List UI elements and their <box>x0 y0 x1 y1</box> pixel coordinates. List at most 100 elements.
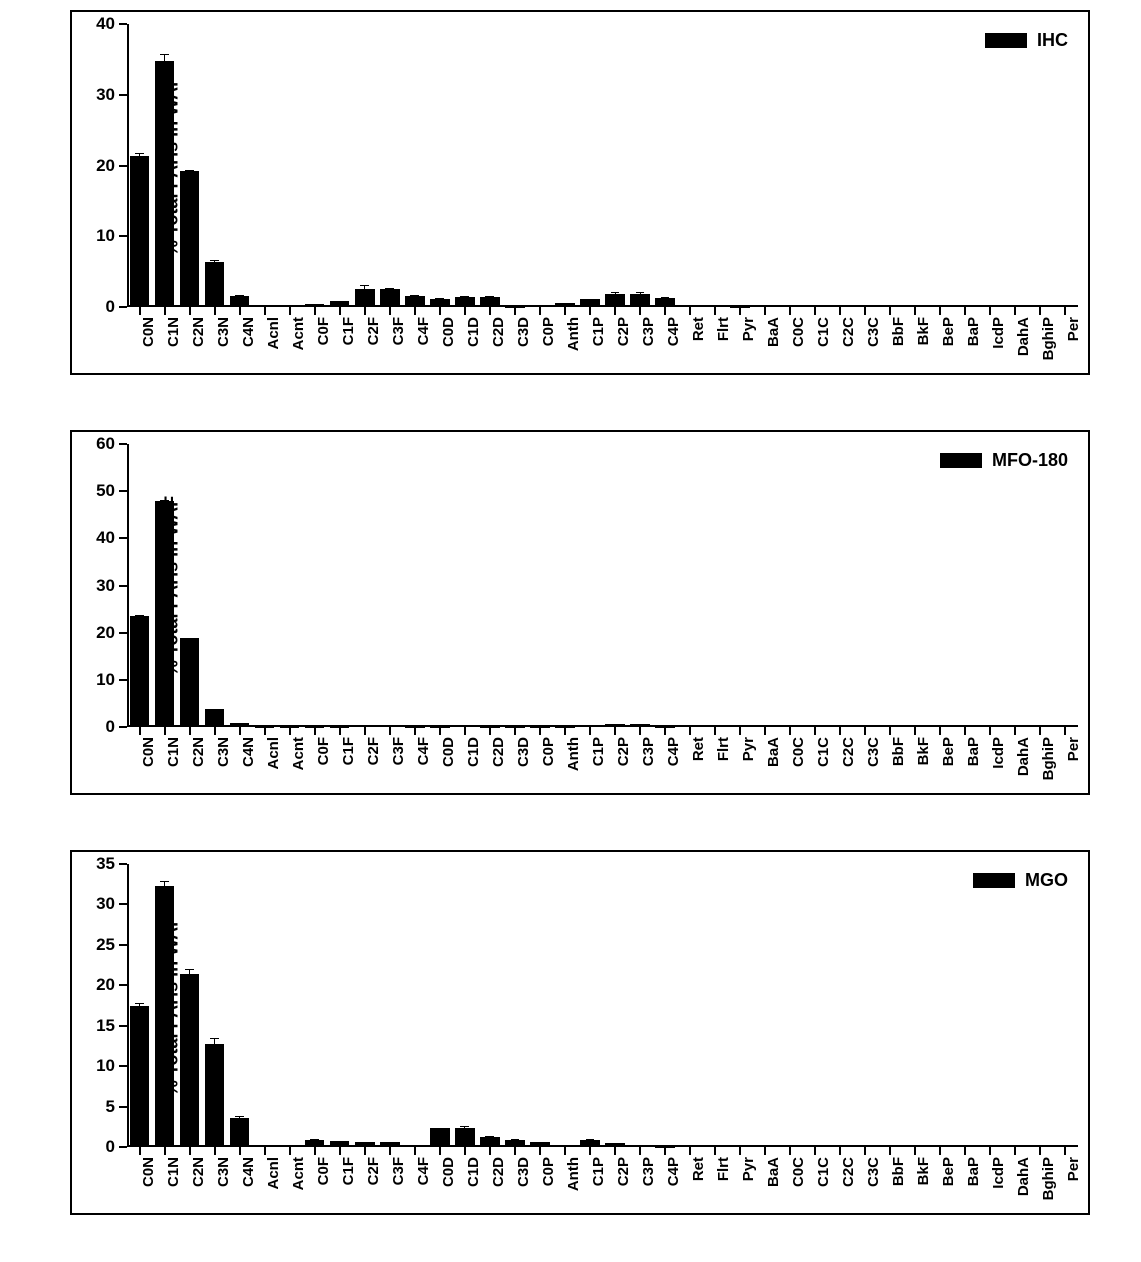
x-tick <box>989 727 991 735</box>
x-tick-label: C3F <box>390 1157 407 1185</box>
error-cap <box>185 170 194 171</box>
x-tick <box>839 307 841 315</box>
x-tick-label: Acnt <box>290 737 307 770</box>
x-tick-label: Pyr <box>740 737 757 761</box>
x-tick <box>464 1147 466 1155</box>
legend-swatch <box>985 33 1027 48</box>
y-tick-label: 0 <box>106 717 115 737</box>
x-tick-label: C3F <box>390 317 407 345</box>
chart-panel-mgo: 05101520253035% Total PAHs in WAFC0NC1NC… <box>70 850 1090 1215</box>
x-tick <box>514 1147 516 1155</box>
x-tick <box>364 307 366 315</box>
x-tick <box>414 727 416 735</box>
x-tick <box>814 307 816 315</box>
x-tick <box>714 727 716 735</box>
error-cap <box>360 1142 369 1143</box>
x-tick-label: IcdP <box>990 317 1007 349</box>
x-tick-label: BaP <box>965 1157 982 1186</box>
x-tick <box>939 307 941 315</box>
x-tick-label: C0N <box>140 737 157 767</box>
bar <box>255 306 275 307</box>
y-axis-line <box>127 444 129 727</box>
x-tick <box>1039 727 1041 735</box>
x-tick <box>439 727 441 735</box>
x-tick-label: Flrt <box>715 737 732 761</box>
legend: MFO-180 <box>940 450 1068 471</box>
y-tick <box>119 632 127 634</box>
x-tick <box>389 1147 391 1155</box>
x-tick <box>1039 307 1041 315</box>
error-cap <box>310 304 319 305</box>
error-cap <box>511 1139 520 1140</box>
x-tick-label: C0D <box>440 317 457 347</box>
x-tick-label: C3P <box>640 1157 657 1186</box>
x-tick-label: C4N <box>240 1157 257 1187</box>
bar <box>155 61 175 307</box>
bar <box>205 262 225 307</box>
x-tick <box>214 1147 216 1155</box>
x-tick-label: C1C <box>815 737 832 767</box>
x-tick-label: C2C <box>840 1157 857 1187</box>
x-tick <box>339 1147 341 1155</box>
x-tick <box>864 307 866 315</box>
x-tick-label: C0P <box>540 1157 557 1186</box>
x-tick <box>639 727 641 735</box>
x-tick <box>364 727 366 735</box>
error-cap <box>335 301 344 302</box>
x-tick-label: C4P <box>665 737 682 766</box>
x-tick-label: DahA <box>1015 1157 1032 1196</box>
x-tick <box>1064 1147 1066 1155</box>
error-cap <box>586 1139 595 1140</box>
bar <box>605 294 625 307</box>
x-tick-label: C3D <box>515 737 532 767</box>
x-tick <box>339 727 341 735</box>
x-tick-label: C0F <box>315 317 332 345</box>
x-tick-label: Acnt <box>290 1157 307 1190</box>
x-tick <box>589 727 591 735</box>
bar <box>430 1128 450 1147</box>
x-tick <box>989 307 991 315</box>
y-tick-label: 10 <box>96 670 115 690</box>
plot-area-mfo180: 0102030405060% Total PAHs in WAFC0NC1NC2… <box>127 444 1078 727</box>
bar <box>630 294 650 307</box>
x-tick-label: C0D <box>440 737 457 767</box>
x-tick <box>489 727 491 735</box>
error-cap <box>460 296 469 297</box>
legend-label: MGO <box>1025 870 1068 891</box>
x-tick-label: BkF <box>915 1157 932 1185</box>
y-tick-label: 60 <box>96 434 115 454</box>
error-cap <box>235 295 244 296</box>
bar <box>155 886 175 1147</box>
error-cap <box>661 297 670 298</box>
x-tick <box>1014 307 1016 315</box>
legend: MGO <box>973 870 1068 891</box>
x-tick <box>139 727 141 735</box>
x-tick-label: C0D <box>440 1157 457 1187</box>
error-cap <box>235 1116 244 1117</box>
x-tick-label: Acnt <box>290 317 307 350</box>
x-tick <box>189 727 191 735</box>
x-tick <box>964 307 966 315</box>
legend-swatch <box>940 453 982 468</box>
x-tick-label: C1C <box>815 1157 832 1187</box>
error-cap <box>561 303 570 304</box>
bar <box>280 1145 300 1147</box>
x-tick-label: BghiP <box>1040 737 1057 780</box>
x-tick <box>514 307 516 315</box>
x-tick <box>264 307 266 315</box>
bar <box>405 296 425 307</box>
bar <box>205 1044 225 1147</box>
x-tick-label: C2D <box>490 737 507 767</box>
x-tick <box>564 727 566 735</box>
x-tick <box>789 727 791 735</box>
y-tick <box>119 1106 127 1108</box>
y-tick <box>119 235 127 237</box>
x-tick-label: C0F <box>315 1157 332 1185</box>
x-tick <box>1064 727 1066 735</box>
x-tick-label: C1N <box>165 737 182 767</box>
x-tick-label: C2C <box>840 317 857 347</box>
y-tick-label: 30 <box>96 85 115 105</box>
x-tick <box>914 307 916 315</box>
x-tick <box>689 1147 691 1155</box>
error-cap <box>210 709 219 710</box>
